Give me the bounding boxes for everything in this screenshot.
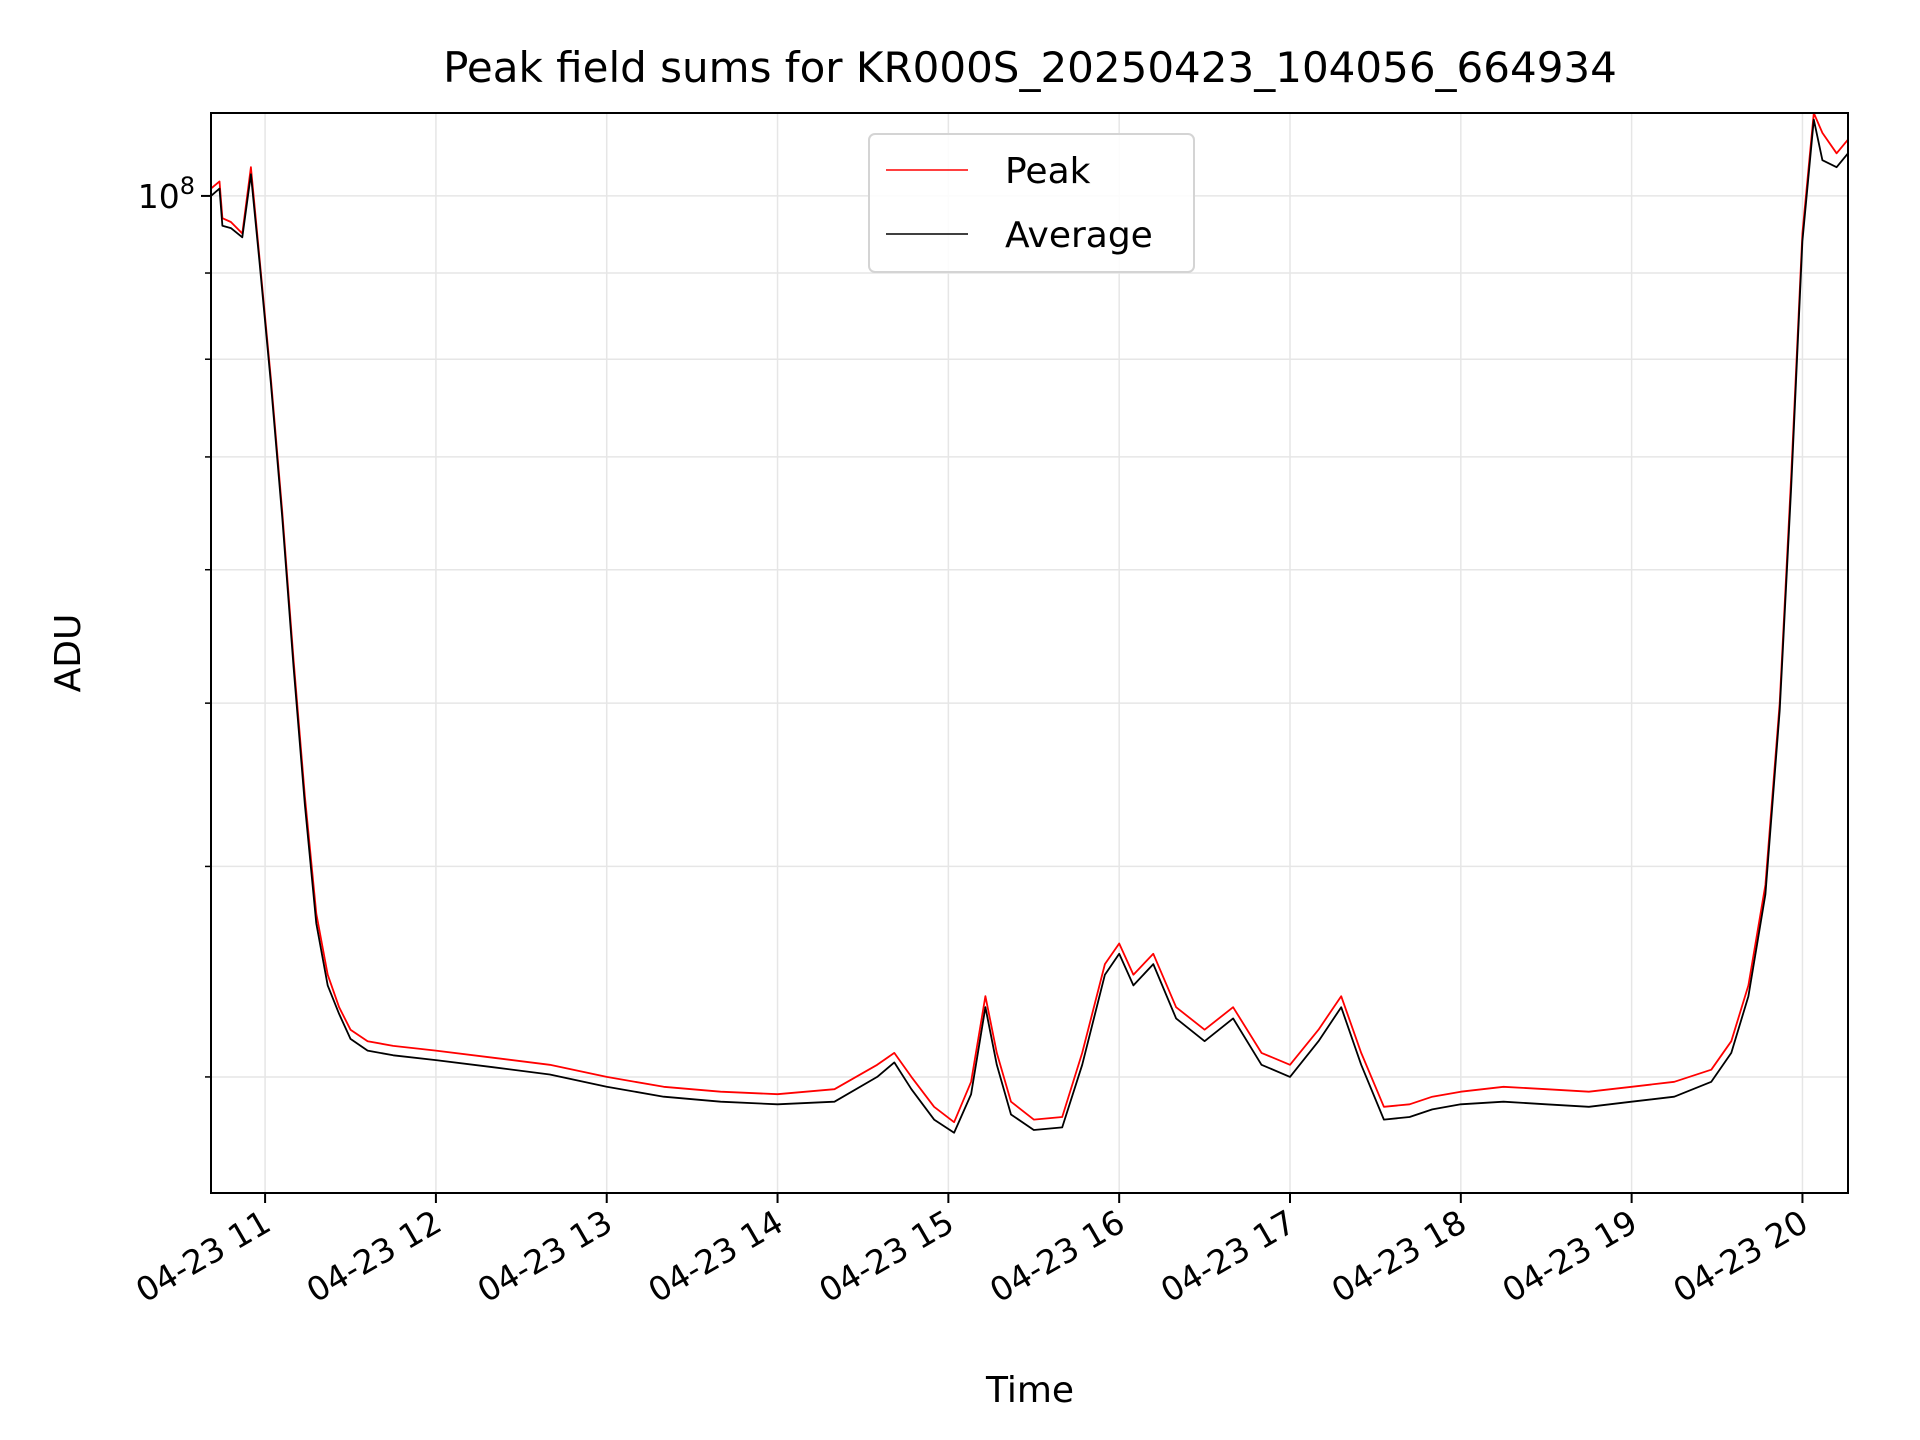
series-line-peak <box>211 113 1848 1124</box>
legend-box <box>868 133 1195 273</box>
plot-area-frame <box>210 112 1849 1194</box>
legend: Peak Average <box>868 133 1195 273</box>
chart-title: Peak field sums for KR000S_20250423_1040… <box>443 43 1617 92</box>
legend-label-average: Average <box>1005 215 1153 256</box>
legend-label-peak: Peak <box>1005 151 1091 192</box>
y-axis-label: ADU <box>48 614 89 693</box>
series-layer <box>211 113 1848 1134</box>
y-tick-label: 108 <box>138 172 195 216</box>
x-axis-label: Time <box>985 1370 1074 1411</box>
series-line-average <box>211 118 1848 1134</box>
y-axis-ticks: 108 <box>138 172 211 1078</box>
grid-lines <box>211 113 1848 1193</box>
